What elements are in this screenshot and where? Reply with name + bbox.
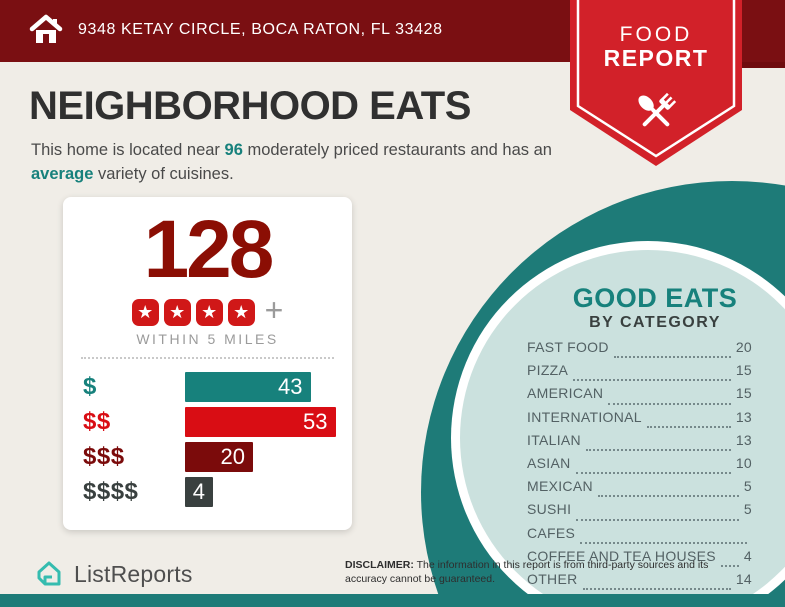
category-label: COFFEE AND TEA HOUSES xyxy=(527,547,716,564)
price-tier-bar: 43 xyxy=(185,371,311,402)
property-address: 9348 KETAY CIRCLE, BOCA RATON, FL 33428 xyxy=(78,21,443,38)
radius-label: WITHIN 5 MILES xyxy=(136,331,279,347)
star-icon: ★ xyxy=(163,298,191,326)
bar-value: 53 xyxy=(303,408,328,434)
good-eats-subtitle: BY CATEGORY xyxy=(589,314,721,331)
listreports-house-icon xyxy=(37,561,61,586)
category-value: 15 xyxy=(735,385,752,402)
dot-leader xyxy=(576,518,739,521)
dot-leader xyxy=(597,495,739,498)
category-row: FAST FOOD 20 xyxy=(527,339,752,362)
category-label: OTHER xyxy=(527,570,578,587)
category-value: 15 xyxy=(735,362,752,379)
ribbon-line2: REPORT xyxy=(604,45,709,71)
home-icon xyxy=(29,14,63,43)
ribbon-line1: FOOD xyxy=(620,23,693,46)
category-label: SUSHI xyxy=(527,501,572,518)
category-value: 5 xyxy=(743,478,752,495)
food-report-ribbon: FOOD REPORT xyxy=(570,0,742,166)
category-row: SUSHI 5 xyxy=(527,501,752,524)
good-eats-title: GOOD EATS xyxy=(572,283,738,313)
dot-leader xyxy=(720,564,739,567)
star-icon: ★ xyxy=(131,298,159,326)
page-subtitle: This home is located near 96 moderately … xyxy=(31,139,576,187)
bottom-accent-bar xyxy=(0,594,785,607)
bar-row: $ 43 xyxy=(83,369,352,404)
category-row: ASIAN 10 xyxy=(527,455,752,478)
category-label: ASIAN xyxy=(527,454,571,471)
restaurant-summary-card: 128 ★ ★ ★ ★ + WITHIN 5 MILES $ 43 $$ 53 … xyxy=(63,197,352,530)
price-tier-bar-chart: $ 43 $$ 53 $$$ 20 $$$$ 4 xyxy=(83,369,352,509)
variety-highlight: average xyxy=(31,164,94,183)
category-value: 20 xyxy=(735,339,752,355)
category-value: 13 xyxy=(735,408,752,425)
price-tier-bar: 4 xyxy=(185,476,213,507)
bar-value: 4 xyxy=(192,478,205,504)
category-row: PIZZA 15 xyxy=(527,362,752,385)
bar-value: 43 xyxy=(278,373,303,399)
plus-icon: + xyxy=(264,291,284,328)
bar-row: $$$$ 4 xyxy=(83,474,352,509)
dot-leader xyxy=(575,472,731,475)
category-value: 5 xyxy=(743,501,752,518)
category-label: AMERICAN xyxy=(527,385,604,402)
category-row: CAFES xyxy=(527,525,752,548)
disclaimer: DISCLAIMER: The information in this repo… xyxy=(345,558,753,586)
category-row: AMERICAN 15 xyxy=(527,385,752,408)
category-label: ITALIAN xyxy=(527,431,581,448)
category-row: INTERNATIONAL 13 xyxy=(527,409,752,432)
category-label: CAFES xyxy=(527,524,576,541)
disclaimer-label: DISCLAIMER: xyxy=(345,559,414,571)
bar-row: $$ 53 xyxy=(83,404,352,439)
dot-leader xyxy=(573,379,731,382)
star-icon: ★ xyxy=(195,298,223,326)
category-label: PIZZA xyxy=(527,362,569,379)
price-tier-label: $ xyxy=(83,372,97,400)
category-row: MEXICAN 5 xyxy=(527,478,752,501)
subtitle-text-3: variety of cuisines. xyxy=(93,164,234,183)
dot-leader xyxy=(608,402,731,405)
category-value: 14 xyxy=(735,570,752,587)
listreports-logo: ListReports xyxy=(33,558,193,590)
category-value: 13 xyxy=(735,431,752,448)
disclaimer-text: The information in this report is from t… xyxy=(345,559,709,586)
rating-stars-row: ★ ★ ★ ★ + xyxy=(63,292,352,328)
price-tier-bar: 53 xyxy=(185,406,336,437)
category-row: OTHER 14 xyxy=(527,571,752,594)
category-row: ITALIAN 13 xyxy=(527,432,752,455)
category-label: INTERNATIONAL xyxy=(527,408,642,425)
category-label: MEXICAN xyxy=(527,478,593,495)
crossed-spoon-fork-icon xyxy=(638,92,677,127)
price-tier-label: $$$$ xyxy=(83,477,139,505)
category-value: 4 xyxy=(743,547,752,564)
page-title: NEIGHBORHOOD EATS xyxy=(29,84,471,128)
dot-leader xyxy=(580,541,747,544)
price-tier-label: $$$ xyxy=(83,442,125,470)
dot-leader xyxy=(585,448,731,451)
brand-name: ListReports xyxy=(74,560,193,587)
total-restaurant-count: 128 xyxy=(143,204,275,295)
dotted-divider xyxy=(81,357,334,359)
price-tier-bar: 20 xyxy=(185,441,253,472)
dot-leader xyxy=(582,588,731,591)
category-list: FAST FOOD 20 PIZZA 15 AMERICAN 15 INTERNATI… xyxy=(527,339,752,594)
category-row: COFFEE AND TEA HOUSES 4 xyxy=(527,548,752,571)
subtitle-text-1: This home is located near xyxy=(31,141,225,159)
bar-value: 20 xyxy=(220,443,245,469)
star-icon: ★ xyxy=(227,298,255,326)
restaurant-count: 96 xyxy=(224,141,243,159)
dot-leader xyxy=(613,356,731,359)
category-label: FAST FOOD xyxy=(527,339,609,355)
category-value: 10 xyxy=(735,454,752,471)
price-tier-label: $$ xyxy=(83,407,111,435)
subtitle-text-2: moderately priced restaurants and has an xyxy=(242,141,552,159)
dot-leader xyxy=(646,425,731,428)
bar-row: $$$ 20 xyxy=(83,439,352,474)
good-eats-inner-circle xyxy=(460,250,785,607)
